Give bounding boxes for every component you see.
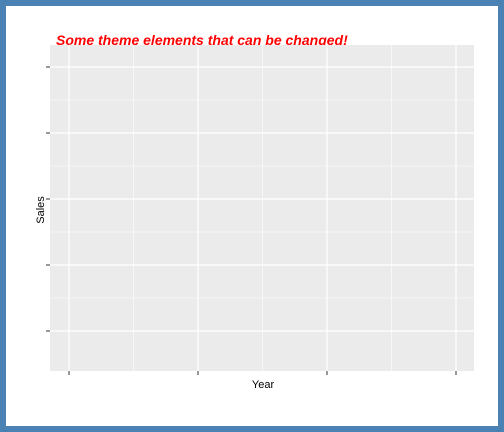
major-gridlines	[50, 45, 474, 371]
x-axis-title: Year	[252, 379, 275, 391]
axis-ticks	[46, 66, 457, 375]
minor-gridlines	[50, 45, 474, 371]
chart-title: Some theme elements that can be changed!	[56, 32, 348, 48]
y-axis-title: Sales	[35, 196, 47, 224]
plot-panel	[50, 45, 474, 371]
